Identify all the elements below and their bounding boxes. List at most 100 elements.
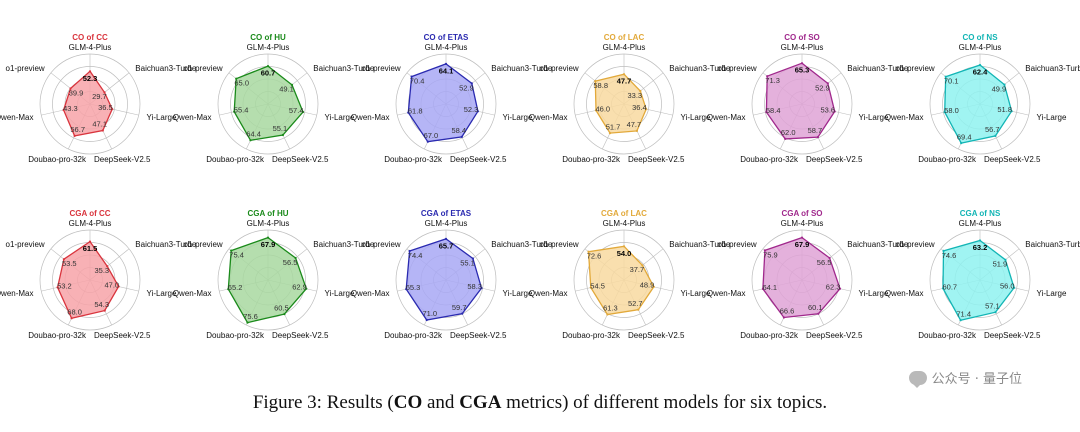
value-label: 51.9 xyxy=(993,260,1008,269)
axis-label: Yi-Large xyxy=(325,113,355,122)
axis-label: GLM-4-Plus xyxy=(247,43,290,52)
axis-label: Doubao-pro-32k xyxy=(562,155,621,164)
data-point xyxy=(645,108,648,111)
data-point xyxy=(943,111,946,114)
data-point xyxy=(941,287,945,290)
data-point xyxy=(1010,110,1013,113)
chart-title: CGA of CC xyxy=(69,209,110,218)
data-point xyxy=(1013,286,1016,289)
value-label: 75.9 xyxy=(763,250,778,259)
value-label: 67.0 xyxy=(424,131,439,140)
value-label: 57.1 xyxy=(985,301,1000,310)
axis-label: GLM-4-Plus xyxy=(781,219,824,228)
radar-chart-cga-of-cc: 61.5 35.3 47.0 54.3 68.0 53.2 53.5 GLM-4-Plus Ba… xyxy=(0,209,197,340)
axis-label: Baichuan3-Turbo xyxy=(491,64,553,73)
data-point xyxy=(305,287,308,290)
axis-label: Yi-Large xyxy=(859,113,889,122)
value-label: 64.1 xyxy=(439,66,454,75)
data-point xyxy=(1003,83,1006,86)
caption-cga: CGA xyxy=(459,392,502,413)
value-label: 39.9 xyxy=(69,88,84,97)
axis-label: Qwen-Max xyxy=(351,113,390,122)
axis-label: GLM-4-Plus xyxy=(425,219,468,228)
value-label: 65.3 xyxy=(406,283,421,292)
value-label: 65.2 xyxy=(228,283,243,292)
chart-title: CGA of SO xyxy=(781,209,822,218)
value-label: 35.3 xyxy=(94,266,109,275)
value-label: 58.8 xyxy=(593,81,608,90)
data-point xyxy=(608,132,612,135)
axis-label: Qwen-Max xyxy=(173,289,212,298)
data-point xyxy=(816,136,820,139)
caption-suffix: metrics) of different models for six top… xyxy=(501,392,828,413)
value-label: 47.7 xyxy=(617,77,632,86)
axis-label: Baichuan3-Turbo xyxy=(135,64,197,73)
axis-label: DeepSeek-V2.5 xyxy=(806,155,863,164)
caption-prefix: Figure 3: Results ( xyxy=(252,392,394,413)
radar-chart-cga-of-hu: 67.9 56.5 62.9 60.5 75.6 65.2 75.4 GLM-4-Plus Ba… xyxy=(173,209,375,340)
value-label: 70.1 xyxy=(944,77,959,86)
data-point xyxy=(294,256,297,260)
value-label: 51.8 xyxy=(997,105,1012,114)
data-point xyxy=(103,309,106,312)
data-polygon xyxy=(587,245,655,316)
axis-label: Doubao-pro-32k xyxy=(918,331,977,340)
data-polygon xyxy=(407,63,479,143)
value-label: 67.9 xyxy=(795,240,810,249)
radar-chart-co-of-hu: 60.749.1 57.455.1 64.4 55.4 65.0 GLM-4-Plus Ba… xyxy=(173,33,375,164)
value-label: 61.5 xyxy=(83,244,98,253)
data-point xyxy=(994,134,997,137)
axis-label: Doubao-pro-32k xyxy=(28,155,87,164)
axis-label: GLM-4-Plus xyxy=(69,219,112,228)
axis-label: Yi-Large xyxy=(681,289,711,298)
value-label: 52.3 xyxy=(83,74,98,83)
watermark-text: 公众号 · 量子位 xyxy=(931,372,1022,387)
data-point xyxy=(73,134,76,137)
data-point xyxy=(637,308,640,311)
data-point xyxy=(230,249,233,252)
data-point xyxy=(283,313,286,316)
chart-title: CGA of ETAS xyxy=(421,209,472,218)
axis-label: DeepSeek-V2.5 xyxy=(984,155,1041,164)
value-label: 65.0 xyxy=(234,79,249,88)
value-label: 63.2 xyxy=(973,243,988,252)
data-point xyxy=(622,245,626,248)
axis-label: Doubao-pro-32k xyxy=(384,331,443,340)
chart-title: CGA of HU xyxy=(247,209,288,218)
axis-label: GLM-4-Plus xyxy=(959,219,1002,228)
value-label: 60.1 xyxy=(808,303,823,312)
value-label: 36.5 xyxy=(98,103,113,112)
data-point xyxy=(461,312,464,315)
data-polygon xyxy=(227,236,308,324)
axis-label: Yi-Large xyxy=(681,113,711,122)
value-label: 66.6 xyxy=(780,307,795,316)
data-point xyxy=(290,83,294,86)
axis-label: Qwen-Max xyxy=(0,113,34,122)
axis-label: DeepSeek-V2.5 xyxy=(94,155,151,164)
chart-title: CGA of NS xyxy=(960,209,1001,218)
axis-label: o1-preview xyxy=(6,240,45,249)
axis-label: Baichuan3-Turbo xyxy=(313,64,375,73)
axis-label: GLM-4-Plus xyxy=(781,43,824,52)
value-label: 36.4 xyxy=(632,103,647,112)
data-point xyxy=(960,142,963,145)
data-point xyxy=(978,239,982,242)
radar-chart-co-of-etas: 64.1 52.9 52.3 58.4 67.0 61.8 70.4 GLM-4-Plus Ba… xyxy=(351,33,553,164)
radar-chart-co-of-so: 65.3 52.9 53.6 58.7 62.0 58.4 71.3 GLM-4-Plus Ba… xyxy=(707,33,909,164)
data-point xyxy=(828,256,831,260)
value-label: 37.7 xyxy=(630,265,645,274)
value-label: 53.2 xyxy=(57,281,72,290)
data-point xyxy=(761,287,765,290)
radar-chart-cga-of-etas: 65.7 55.1 58.3 59.7 71.0 65.3 74.4 GLM-4-Plus Ba… xyxy=(351,209,553,340)
value-label: 52.7 xyxy=(628,299,643,308)
value-label: 74.6 xyxy=(942,251,957,260)
axis-label: o1-preview xyxy=(184,240,223,249)
value-label: 53.5 xyxy=(62,259,77,268)
data-point xyxy=(246,321,249,324)
axis-label: Doubao-pro-32k xyxy=(206,155,265,164)
axis-label: o1-preview xyxy=(718,240,757,249)
data-point xyxy=(763,249,767,252)
data-point xyxy=(444,62,448,65)
chart-title: CO of SO xyxy=(784,33,820,42)
data-point xyxy=(635,129,639,132)
